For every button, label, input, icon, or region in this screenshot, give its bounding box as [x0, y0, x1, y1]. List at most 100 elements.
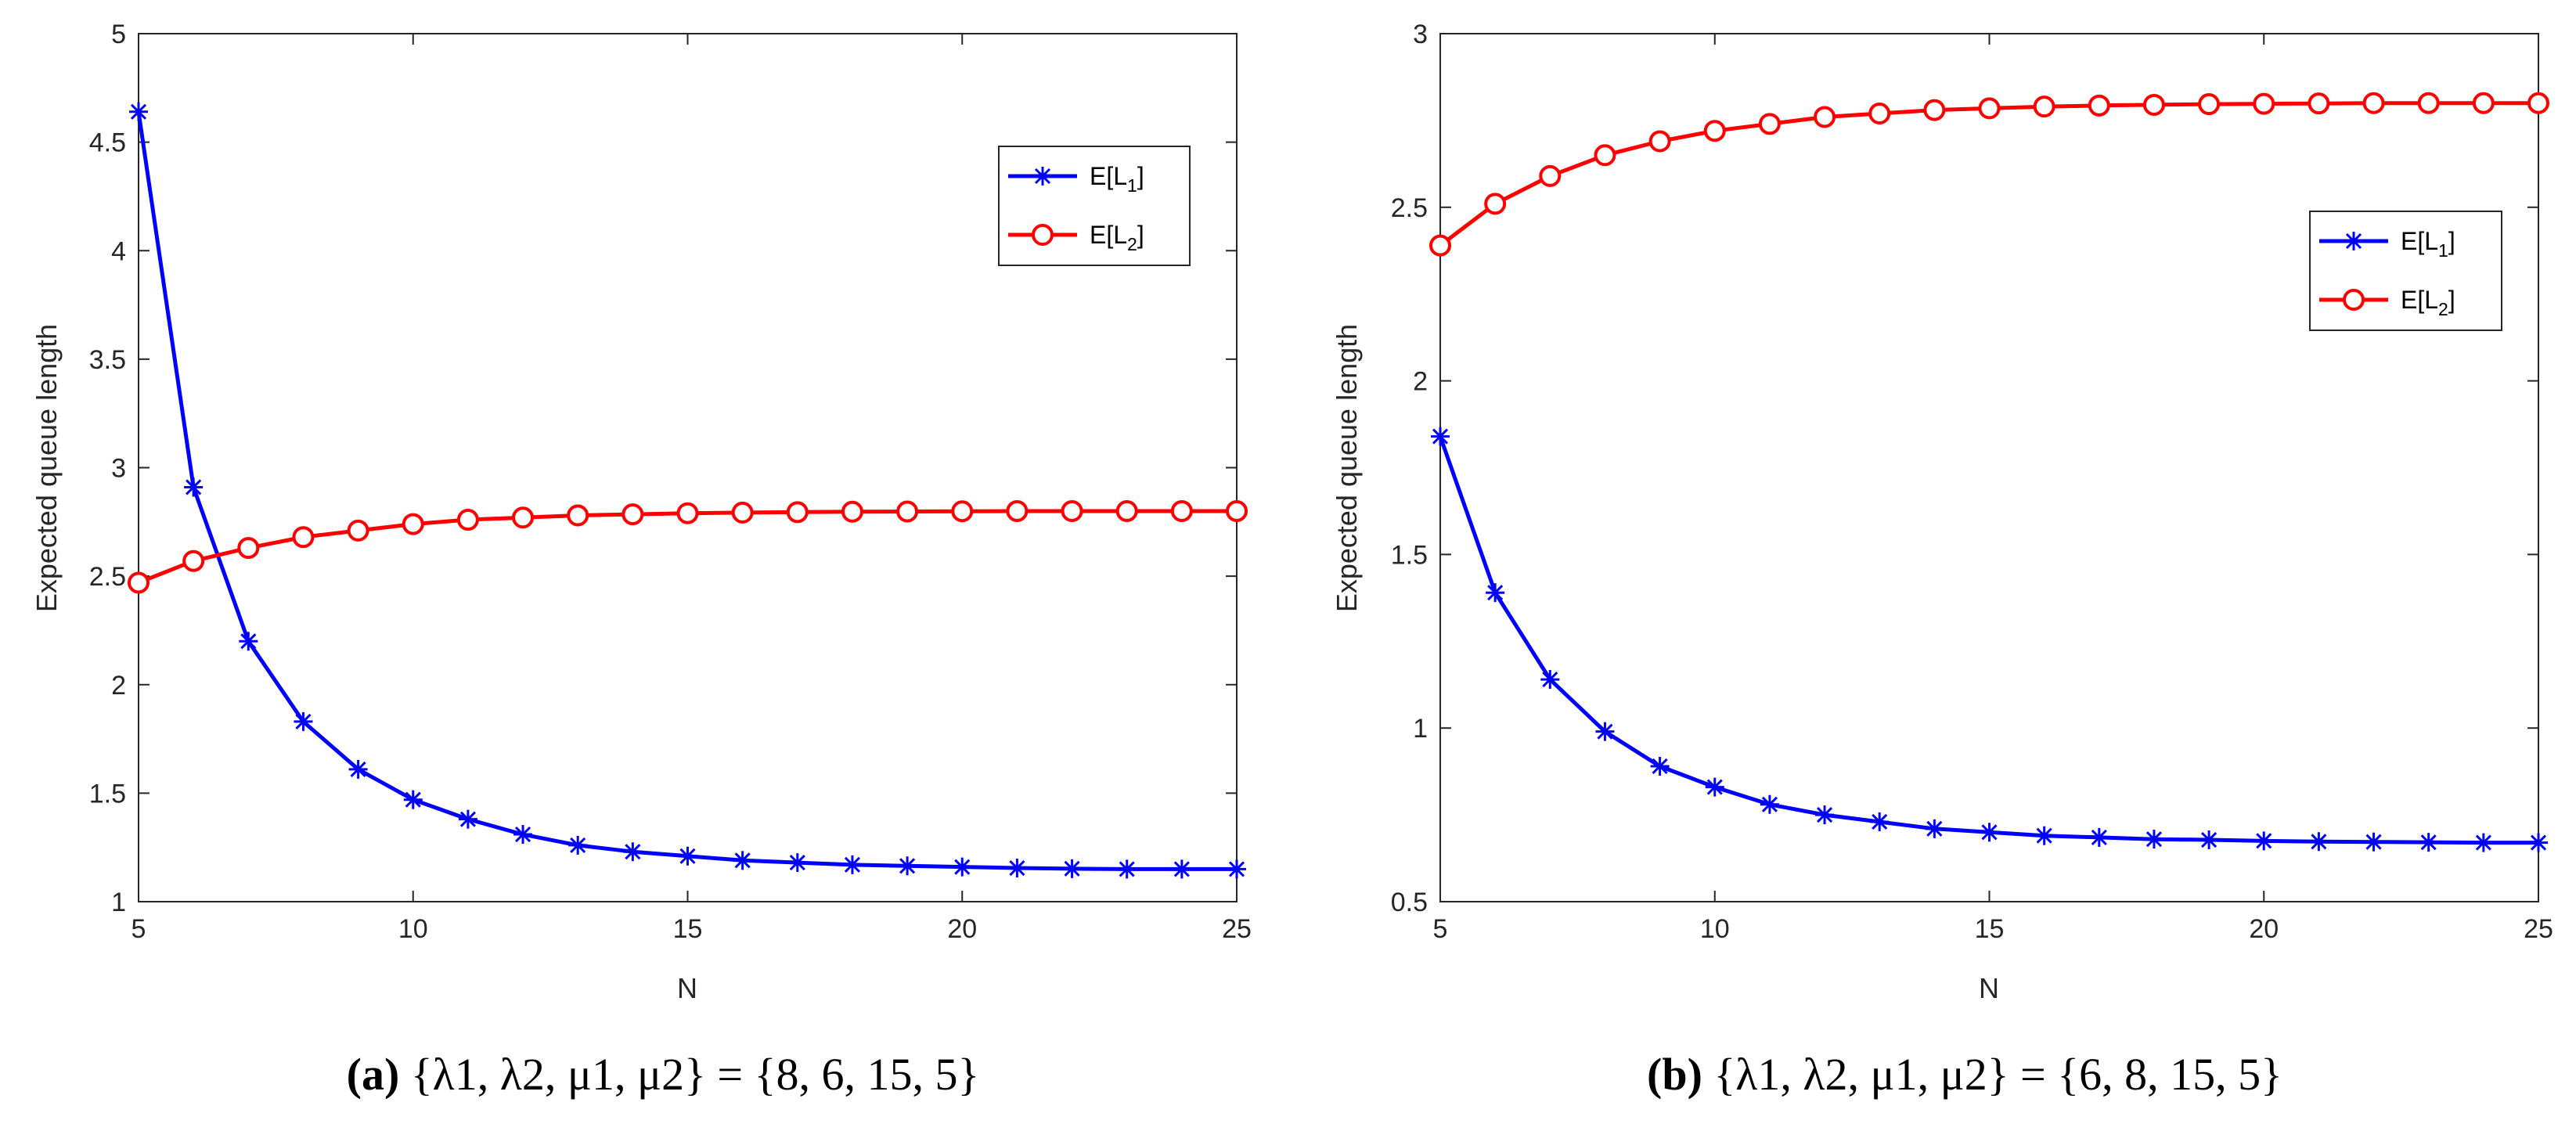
- data-point-l1: [1980, 823, 1999, 842]
- data-point-l1: [2144, 830, 2163, 849]
- data-point-l2: [2362, 92, 2385, 114]
- data-point-l1: [1540, 670, 1560, 690]
- legend-circle-marker-icon: [2343, 289, 2365, 311]
- data-point-l2: [402, 513, 424, 535]
- data-point-l1: [2200, 830, 2219, 850]
- data-point-l1: [623, 842, 643, 862]
- data-point-l1: [348, 759, 368, 779]
- series-line-l1: [1438, 435, 2538, 845]
- data-point-l1: [1760, 794, 1779, 814]
- data-point-l2: [1758, 113, 1781, 135]
- legend-label-l1: E[L1]: [2401, 227, 2455, 261]
- legend-label-l2: E[L2]: [2401, 286, 2455, 319]
- data-point-l1: [2473, 833, 2493, 852]
- x-tick-label: 10: [398, 914, 428, 944]
- data-point-l1: [842, 855, 862, 874]
- y-tick-label: 2.5: [1391, 193, 1428, 223]
- data-point-l1: [1117, 859, 1137, 879]
- data-point-l1: [458, 809, 477, 829]
- y-tick-label: 1: [111, 888, 126, 917]
- data-point-l1: [1650, 756, 1670, 776]
- x-tick-label: 15: [1975, 914, 2005, 944]
- data-point-l2: [896, 500, 919, 523]
- y-tick-label: 3.5: [89, 345, 126, 375]
- data-point-l2: [731, 501, 754, 524]
- data-point-l2: [1868, 103, 1891, 125]
- data-point-l2: [2308, 92, 2330, 115]
- data-point-l2: [676, 502, 699, 524]
- data-point-l2: [292, 526, 315, 549]
- x-tick-label: 25: [2524, 914, 2553, 944]
- legend-circle-marker-icon: [1032, 224, 1054, 246]
- data-point-l2: [237, 537, 260, 560]
- data-point-l1: [1007, 859, 1027, 878]
- data-point-l1: [184, 477, 204, 497]
- data-point-l1: [2034, 826, 2054, 845]
- y-tick-label: 3: [1413, 20, 1428, 49]
- data-point-l2: [512, 506, 535, 529]
- y-tick-label: 5: [111, 20, 126, 49]
- data-point-l1: [568, 835, 588, 855]
- x-axis-label: N: [1979, 972, 1999, 1004]
- data-point-l1: [2364, 832, 2383, 852]
- data-point-l2: [128, 571, 150, 594]
- data-point-l2: [951, 500, 974, 523]
- data-point-l2: [1923, 99, 1946, 121]
- data-point-l1: [2254, 831, 2274, 851]
- data-point-l1: [1227, 859, 1246, 879]
- legend-label-l1: E[L1]: [1090, 162, 1144, 196]
- data-point-l1: [129, 102, 148, 121]
- caption-b: (b) {λ1, λ2, μ1, μ2} = {6, 8, 15, 5}: [1647, 1049, 2282, 1100]
- x-tick-label: 10: [1700, 914, 1730, 944]
- data-point-l2: [621, 503, 644, 526]
- data-point-l2: [567, 504, 589, 527]
- data-point-l1: [2309, 832, 2329, 852]
- data-point-l2: [2472, 92, 2495, 114]
- y-tick-label: 3: [111, 454, 126, 484]
- data-point-l1: [2419, 833, 2438, 852]
- data-point-l2: [1703, 120, 1726, 142]
- data-point-l2: [1484, 193, 1507, 215]
- x-tick-label: 20: [947, 914, 977, 944]
- data-point-l1: [787, 853, 807, 873]
- x-axis-label: N: [677, 972, 697, 1004]
- x-tick-label: 25: [1222, 914, 1252, 944]
- data-point-l1: [1925, 819, 1944, 838]
- data-point-l2: [1226, 499, 1248, 522]
- x-tick-label: 5: [132, 914, 146, 944]
- data-point-l2: [1170, 499, 1193, 522]
- data-point-l1: [2089, 827, 2109, 847]
- data-point-l2: [1006, 499, 1029, 522]
- data-point-l1: [1172, 859, 1191, 879]
- data-point-l2: [347, 519, 369, 542]
- data-point-l2: [786, 501, 809, 524]
- data-point-l1: [953, 857, 972, 877]
- legend-star-marker-icon: [1033, 167, 1052, 185]
- y-tick-label: 1: [1413, 714, 1428, 744]
- data-point-l1: [2529, 833, 2548, 852]
- x-tick-label: 15: [673, 914, 703, 944]
- data-point-l2: [2088, 94, 2110, 117]
- data-point-l1: [513, 825, 533, 845]
- data-point-l1: [1431, 427, 1450, 446]
- legend-box: [2309, 211, 2502, 331]
- data-point-l2: [1648, 130, 1671, 153]
- data-point-l2: [1594, 144, 1616, 167]
- data-point-l1: [294, 711, 313, 731]
- data-point-l1: [239, 632, 258, 651]
- data-point-l2: [1978, 97, 2001, 120]
- data-point-l2: [2033, 95, 2055, 118]
- y-tick-label: 2: [1413, 367, 1428, 397]
- y-tick-label: 4: [111, 236, 126, 266]
- legend: E[L1] E[L2]: [998, 146, 1191, 266]
- data-point-l1: [1815, 805, 1835, 825]
- data-point-l1: [1870, 812, 1890, 831]
- data-point-l2: [1429, 234, 1451, 257]
- y-tick-label: 2: [111, 671, 126, 701]
- data-point-l2: [2527, 92, 2549, 114]
- caption-a: (a) {λ1, λ2, μ1, μ2} = {8, 6, 15, 5}: [347, 1049, 980, 1100]
- data-point-l2: [2198, 93, 2221, 116]
- chart-panel-b: Expected queue length N 5 10 15 20 25 0.5 1 1.5…: [1331, 20, 2553, 1004]
- data-point-l2: [182, 549, 205, 572]
